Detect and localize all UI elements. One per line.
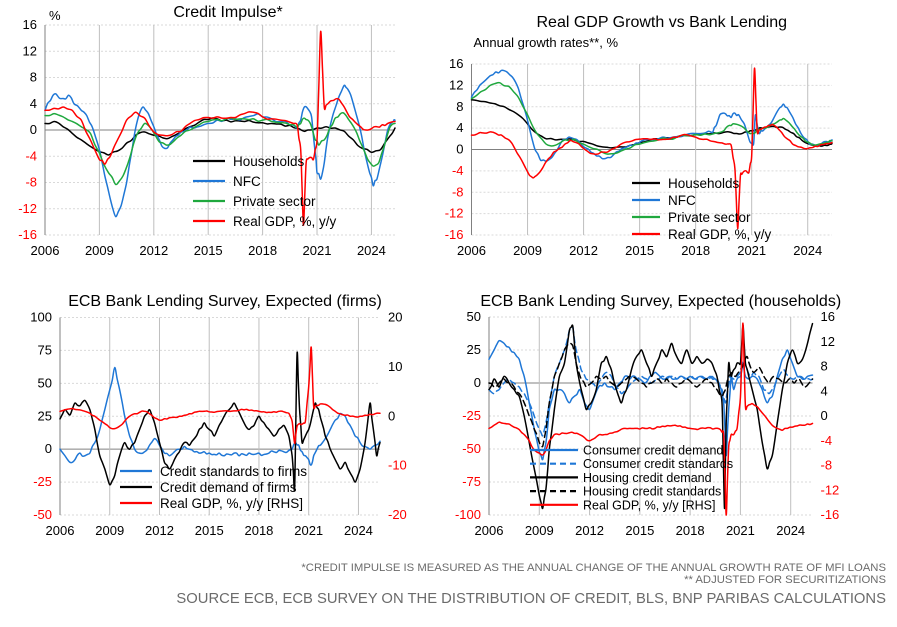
svg-text:0: 0	[45, 441, 52, 456]
svg-text:Private sector: Private sector	[233, 194, 316, 209]
svg-text:2015: 2015	[195, 523, 224, 538]
svg-text:-100: -100	[455, 507, 481, 522]
svg-text:-10: -10	[388, 458, 407, 473]
svg-text:Credit standards to firms: Credit standards to firms	[160, 464, 307, 479]
svg-text:Households: Households	[668, 176, 740, 191]
svg-text:2024: 2024	[793, 243, 822, 258]
svg-text:ECB Bank Lending Survey, Expec: ECB Bank Lending Survey, Expected (firms…	[68, 293, 382, 310]
svg-text:2012: 2012	[569, 243, 598, 258]
svg-text:4: 4	[821, 383, 828, 398]
svg-text:4: 4	[30, 96, 37, 111]
svg-text:-25: -25	[462, 408, 481, 423]
svg-text:0: 0	[30, 122, 37, 137]
svg-text:-8: -8	[821, 458, 833, 473]
svg-text:2015: 2015	[625, 243, 654, 258]
svg-text:Real GDP, %, y/y [RHS]: Real GDP, %, y/y [RHS]	[583, 498, 715, 512]
svg-text:-12: -12	[445, 206, 464, 221]
svg-text:-75: -75	[462, 474, 481, 489]
svg-text:2015: 2015	[194, 243, 223, 258]
svg-text:NFC: NFC	[668, 193, 696, 208]
svg-text:2024: 2024	[776, 523, 805, 538]
svg-text:-16: -16	[445, 227, 464, 242]
svg-text:0: 0	[821, 408, 828, 423]
svg-text:Credit Impulse*: Credit Impulse*	[173, 4, 282, 21]
svg-text:Credit demand of firms: Credit demand of firms	[160, 480, 297, 495]
svg-text:12: 12	[23, 43, 37, 58]
svg-text:Housing credit standards: Housing credit standards	[583, 485, 721, 499]
svg-text:8: 8	[456, 99, 463, 114]
svg-text:75: 75	[38, 342, 52, 357]
svg-text:Real GDP Growth vs Bank Lendin: Real GDP Growth vs Bank Lending	[537, 14, 788, 31]
svg-text:2012: 2012	[575, 523, 604, 538]
svg-text:-50: -50	[462, 441, 481, 456]
svg-text:Consumer credit standards: Consumer credit standards	[583, 457, 733, 471]
svg-text:2009: 2009	[95, 523, 124, 538]
svg-text:Private sector: Private sector	[668, 210, 751, 225]
svg-text:2009: 2009	[525, 523, 554, 538]
svg-text:Real GDP, %, y/y: Real GDP, %, y/y	[668, 227, 772, 242]
svg-text:-25: -25	[33, 474, 52, 489]
svg-text:Real GDP, %, y/y [RHS]: Real GDP, %, y/y [RHS]	[160, 496, 303, 511]
svg-text:10: 10	[388, 359, 402, 374]
svg-text:-4: -4	[452, 163, 464, 178]
svg-text:2018: 2018	[248, 243, 277, 258]
svg-text:-12: -12	[821, 482, 840, 497]
svg-text:2015: 2015	[625, 523, 654, 538]
svg-text:0: 0	[474, 375, 481, 390]
svg-text:2012: 2012	[139, 243, 168, 258]
svg-text:Consumer credit demand: Consumer credit demand	[583, 444, 723, 458]
svg-text:-12: -12	[18, 201, 37, 216]
svg-text:-16: -16	[821, 507, 840, 522]
svg-text:Housing credit demand: Housing credit demand	[583, 471, 712, 485]
svg-text:2024: 2024	[357, 243, 386, 258]
svg-text:2021: 2021	[294, 523, 323, 538]
svg-text:2021: 2021	[737, 243, 766, 258]
svg-text:50: 50	[38, 375, 52, 390]
svg-text:Annual growth rates**, %: Annual growth rates**, %	[474, 35, 619, 50]
svg-text:50: 50	[467, 309, 481, 324]
svg-text:100: 100	[30, 310, 52, 325]
svg-text:-20: -20	[388, 507, 407, 522]
svg-text:ECB Bank Lending Survey, Expec: ECB Bank Lending Survey, Expected (house…	[480, 293, 841, 310]
svg-text:2006: 2006	[31, 243, 60, 258]
svg-text:4: 4	[456, 120, 463, 135]
svg-text:8: 8	[30, 70, 37, 85]
svg-text:2006: 2006	[475, 523, 504, 538]
svg-text:25: 25	[467, 342, 481, 357]
svg-text:2018: 2018	[681, 243, 710, 258]
svg-text:2018: 2018	[244, 523, 273, 538]
svg-text:2006: 2006	[457, 243, 486, 258]
svg-text:Households: Households	[233, 154, 305, 169]
svg-text:2012: 2012	[145, 523, 174, 538]
svg-text:-8: -8	[452, 184, 464, 199]
svg-text:16: 16	[23, 17, 37, 32]
svg-text:-50: -50	[33, 507, 52, 522]
svg-text:2021: 2021	[303, 243, 332, 258]
svg-text:NFC: NFC	[233, 174, 261, 189]
svg-text:20: 20	[388, 310, 402, 325]
svg-text:8: 8	[821, 359, 828, 374]
svg-text:0: 0	[388, 408, 395, 423]
svg-text:Real GDP, %, y/y: Real GDP, %, y/y	[233, 214, 337, 229]
svg-text:-4: -4	[25, 148, 37, 163]
svg-text:2018: 2018	[676, 523, 705, 538]
svg-text:2009: 2009	[513, 243, 542, 258]
svg-text:-16: -16	[18, 227, 37, 242]
svg-text:12: 12	[821, 334, 835, 349]
svg-text:16: 16	[821, 309, 835, 324]
svg-text:2024: 2024	[344, 523, 373, 538]
svg-text:0: 0	[456, 142, 463, 157]
svg-text:12: 12	[449, 77, 463, 92]
svg-text:2006: 2006	[46, 523, 75, 538]
svg-text:-8: -8	[25, 175, 37, 190]
svg-text:%: %	[49, 8, 61, 23]
svg-text:2021: 2021	[726, 523, 755, 538]
svg-text:2009: 2009	[85, 243, 114, 258]
svg-text:16: 16	[449, 56, 463, 71]
svg-text:-4: -4	[821, 433, 833, 448]
svg-text:25: 25	[38, 408, 52, 423]
